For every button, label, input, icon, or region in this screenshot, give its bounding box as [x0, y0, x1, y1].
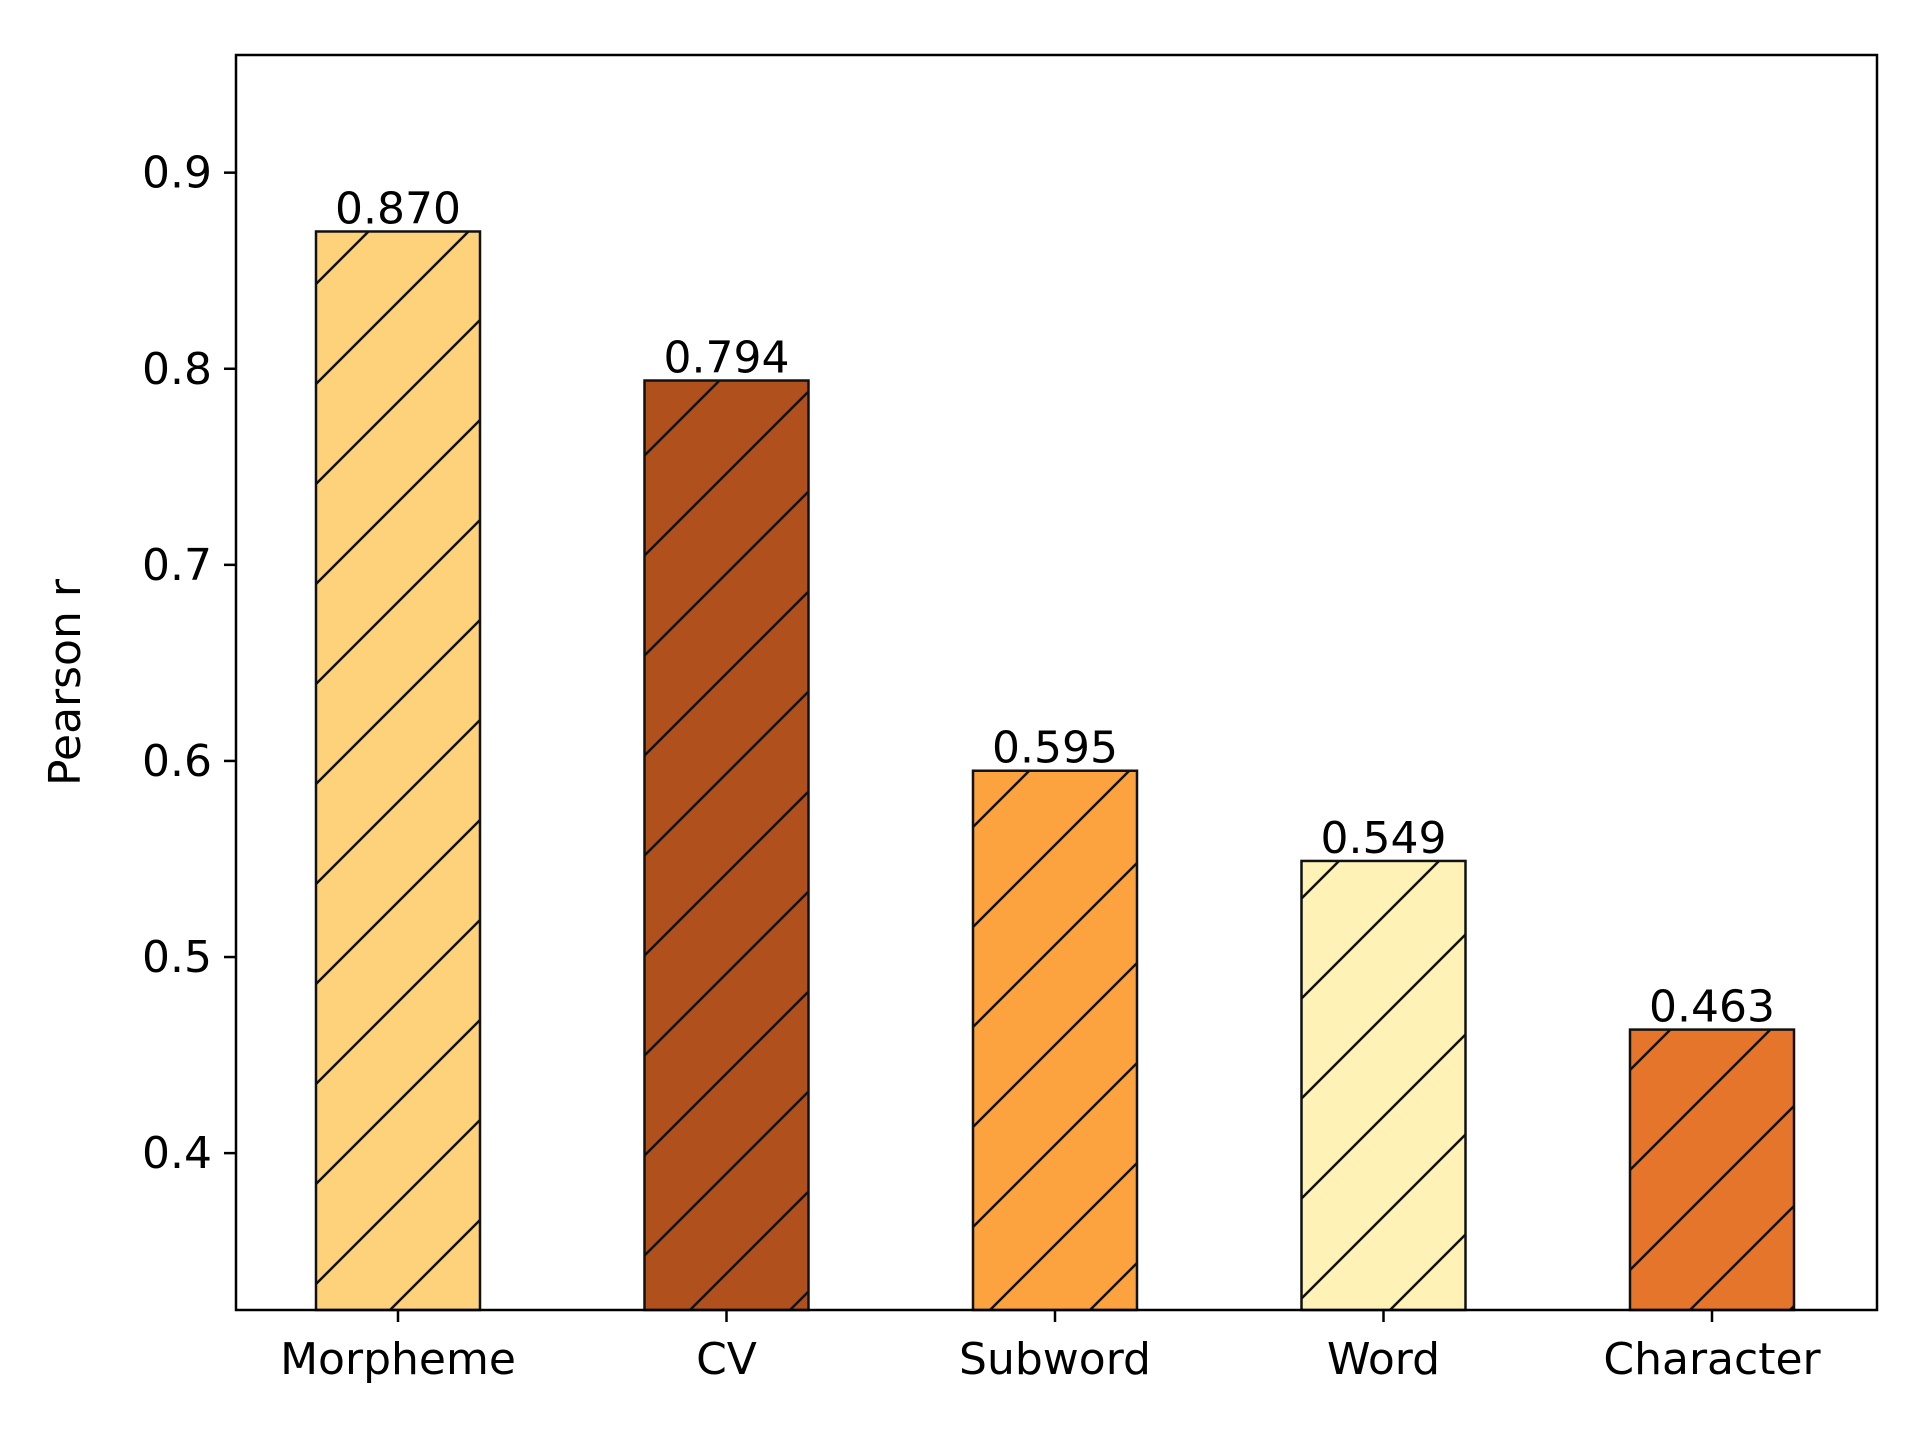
x-tick-label-character: Character [1603, 1334, 1821, 1385]
value-label-subword: 0.595 [992, 723, 1118, 774]
bar-cv [643, 379, 810, 1312]
x-tick-label-subword: Subword [959, 1334, 1151, 1385]
y-tick-label: 0.7 [142, 540, 212, 591]
bars-group [314, 230, 1796, 1312]
y-tick-label: 0.8 [142, 344, 212, 395]
bar-word [1300, 859, 1467, 1312]
value-label-cv: 0.794 [664, 333, 790, 384]
y-tick-label: 0.6 [142, 736, 212, 787]
x-tick-label-morpheme: Morpheme [280, 1334, 516, 1385]
value-label-character: 0.463 [1649, 982, 1775, 1033]
bar-subword [971, 769, 1139, 1312]
y-tick-label: 0.5 [142, 932, 212, 983]
value-labels-group: 0.870 0.794 0.595 0.549 0.463 [335, 183, 1775, 1032]
plot-frame [234, 53, 1879, 1312]
y-axis-title: Pearson r [40, 578, 91, 786]
y-tick-label: 0.9 [142, 148, 212, 199]
x-tick-label-cv: CV [696, 1334, 757, 1385]
bar-character [1628, 1028, 1796, 1312]
x-tick-label-word: Word [1327, 1334, 1440, 1385]
y-tick-label: 0.4 [142, 1128, 212, 1179]
x-axis: Morpheme CV Subword Word Character [280, 1310, 1822, 1385]
value-label-word: 0.549 [1321, 813, 1447, 864]
value-label-morpheme: 0.870 [335, 183, 461, 234]
y-axis: 0.4 0.5 0.6 0.7 0.8 0.9 [142, 148, 236, 1179]
bar-morpheme [314, 230, 482, 1312]
